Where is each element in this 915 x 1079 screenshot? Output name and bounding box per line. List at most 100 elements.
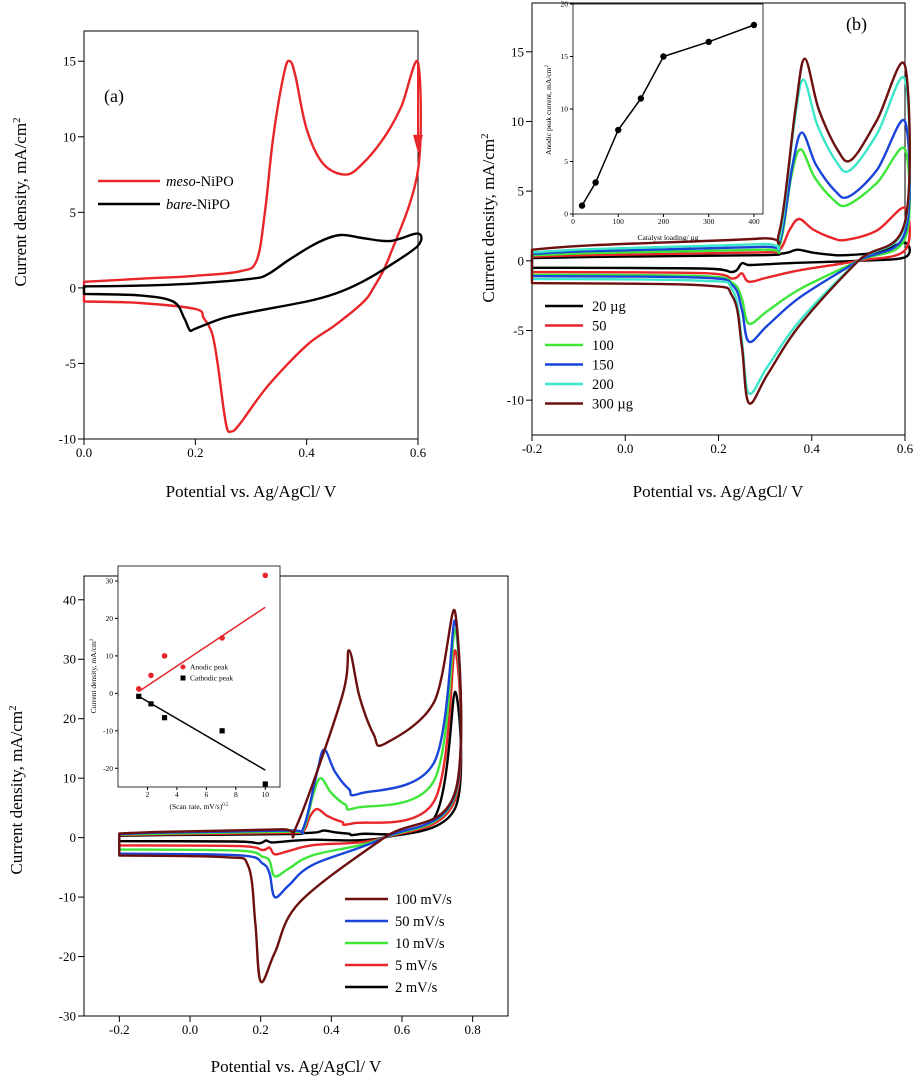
legend-label: 100 mV/s — [395, 892, 452, 908]
svg-text:Current density, mA/cm2: Current density, mA/cm2 — [11, 117, 30, 286]
inset-point — [219, 635, 225, 641]
inset-background — [118, 566, 280, 787]
legend-label: 50 mV/s — [395, 914, 445, 930]
y-tick-label: 0 — [70, 280, 77, 295]
y-tick-label: -10 — [59, 432, 76, 447]
inset-xlabel: (Scan rate, mV/s)0.5 — [170, 802, 229, 811]
inset-legend-marker — [180, 675, 186, 681]
y-tick-label: -10 — [103, 726, 113, 735]
y-tick-label: 5 — [564, 157, 568, 166]
chart-c-ylabel: Current density, mA/cm2 — [7, 705, 26, 874]
inset-ylabel: Anodic peak current, mA/cm2 — [544, 65, 553, 155]
chart-c-xlabel: Potential vs. Ag/AgCl/ V — [211, 1057, 382, 1076]
inset-xlabel-sup: 0.5 — [222, 803, 229, 808]
series-line-4 — [118, 608, 463, 984]
inset-legend-label: Anodic peak — [190, 663, 228, 672]
chart-b: -0.2 0.0 0.2 0.4 0.6 -10 -5 0 5 10 15 (b) Potentia… — [479, 0, 914, 501]
x-tick-label: 8 — [234, 790, 238, 799]
inset-point — [161, 653, 168, 659]
series-line-5 — [530, 57, 911, 405]
y-tick-label: -20 — [59, 949, 76, 964]
x-tick-label: -0.2 — [522, 441, 543, 456]
legend-label: 20 µg — [592, 299, 626, 315]
y-tick-label: 0 — [564, 210, 568, 219]
y-tick-label: -5 — [65, 356, 76, 371]
inset-point — [136, 693, 142, 699]
x-tick-label: 10 — [262, 790, 270, 799]
svg-text:Potential vs. Ag/AgCl/ V: Potential vs. Ag/AgCl/ V — [166, 482, 337, 501]
svg-text:Current density, mA/cm2: Current density, mA/cm2 — [479, 133, 498, 302]
x-tick-label: 4 — [175, 790, 179, 799]
legend-label: 100 — [592, 338, 614, 354]
inset-legend-label: Cathodic peak — [190, 674, 233, 683]
y-tick-label: -30 — [59, 1009, 76, 1024]
x-tick-label: 0.4 — [299, 445, 316, 460]
chart-a-series — [82, 59, 423, 434]
chart-c-series — [118, 608, 463, 984]
chart-c-legend: 100 mV/s 50 mV/s 10 mV/s 5 mV/s 2 mV/s — [345, 892, 452, 996]
x-tick-label: 300 — [703, 217, 715, 226]
legend-label: 2 mV/s — [395, 980, 438, 996]
inset-point — [148, 701, 154, 707]
y-tick-label: 10 — [511, 114, 524, 129]
x-tick-label: 0.8 — [465, 1022, 481, 1037]
x-tick-label: 0.0 — [76, 445, 92, 460]
inset-point — [148, 672, 154, 679]
inset-point — [219, 728, 225, 734]
x-tick-label: 400 — [748, 217, 760, 226]
chart-c-inset: 2 4 6 8 10 -20 -10 0 10 20 30 Anodic peak Cathodic p… — [89, 565, 281, 811]
y-tick-label: 20 — [63, 711, 76, 726]
x-tick-label: 0.6 — [410, 445, 427, 460]
chart-b-series — [530, 57, 911, 405]
legend-label: 300 µg — [592, 397, 633, 413]
x-tick-label: 0.4 — [804, 441, 821, 456]
chart-b-inset: 0 100 200 300 400 0 5 10 15 20 Catalyst loading/ µ… — [544, 0, 764, 242]
y-tick-label: 20 — [561, 0, 569, 9]
inset-point — [637, 95, 645, 102]
chart-a-legend: meso-NiPO bare-NiPO — [98, 174, 234, 213]
x-tick-label: 0.0 — [182, 1022, 198, 1037]
y-tick-label: -10 — [59, 890, 76, 905]
chart-c-frame — [83, 575, 509, 1017]
y-tick-label: -20 — [103, 764, 113, 773]
inset-xlabel: Catalyst loading/ µg — [638, 233, 699, 242]
x-tick-label: 0.6 — [897, 441, 914, 456]
inset-ylabel: Current density, mA/cm2 — [89, 638, 98, 713]
x-tick-label: 0.6 — [394, 1022, 411, 1037]
legend-label: 50 — [592, 319, 607, 335]
y-tick-label: 30 — [63, 652, 76, 667]
inset-point — [262, 781, 268, 787]
inset-legend-marker — [180, 664, 186, 670]
inset-point — [750, 21, 758, 29]
y-tick-label: 0 — [109, 689, 113, 698]
y-tick-label: 15 — [63, 54, 76, 69]
x-tick-label: -0.2 — [109, 1022, 130, 1037]
y-tick-label: 15 — [511, 44, 524, 59]
x-tick-label: 0.2 — [253, 1022, 269, 1037]
series-line-meso — [82, 59, 423, 434]
chart-b-xlabel: Potential vs. Ag/AgCl/ V — [633, 482, 804, 501]
series-line-3 — [118, 619, 463, 899]
inset-point — [578, 202, 586, 209]
inset-point — [262, 572, 269, 579]
inset-ylabel-text: Current density, mA/cm2 — [89, 638, 98, 713]
inset-point — [705, 38, 712, 45]
y-tick-label: 0 — [70, 830, 77, 845]
y-tick-label: 30 — [106, 576, 114, 585]
x-tick-label: 0.4 — [323, 1022, 340, 1037]
inset-frame — [117, 565, 281, 788]
svg-text:Potential vs. Ag/AgCl/ V: Potential vs. Ag/AgCl/ V — [633, 482, 804, 501]
chart-a-xlabel: Potential vs. Ag/AgCl/ V — [166, 482, 337, 501]
legend-label: 5 mV/s — [395, 958, 438, 974]
y-tick-label: -10 — [507, 393, 524, 408]
y-tick-label: 0 — [518, 253, 525, 268]
svg-text:Potential vs. Ag/AgCl/ V: Potential vs. Ag/AgCl/ V — [211, 1057, 382, 1076]
y-tick-label: 5 — [518, 184, 525, 199]
y-tick-label: 20 — [106, 614, 114, 623]
legend-label-bare: bare-NiPO — [166, 197, 230, 213]
inset-ylabel-text: Anodic peak current, mA/cm2 — [544, 65, 553, 155]
x-tick-label: 0.0 — [617, 441, 633, 456]
